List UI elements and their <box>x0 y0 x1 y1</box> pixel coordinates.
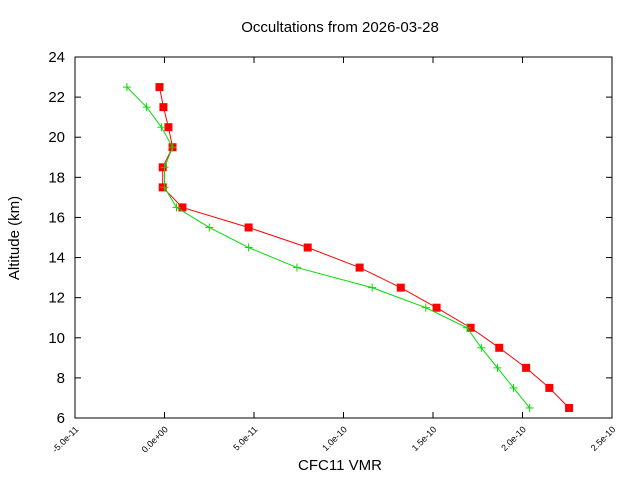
data-point <box>168 143 177 152</box>
y-tick-label: 22 <box>48 89 65 106</box>
axes: -5.0e-11 0.0e+00 5.0e-11 1.0e-10 1.5e-10 2.0e… <box>48 49 617 455</box>
y-tick-label: 16 <box>48 209 65 226</box>
data-point <box>396 283 405 292</box>
x-tick-label: 0.0e+00 <box>140 424 170 454</box>
y-tick-label: 8 <box>57 370 65 387</box>
data-point <box>160 183 169 192</box>
x-tick-label: 2.5e-10 <box>589 424 618 453</box>
series-layer <box>122 83 574 412</box>
data-point <box>545 383 554 392</box>
data-point <box>172 203 181 212</box>
data-point <box>159 103 168 112</box>
data-point <box>244 243 253 252</box>
x-tick-label: -5.0e-11 <box>50 424 80 454</box>
plot-frame <box>74 56 613 419</box>
y-tick-label: 24 <box>48 49 65 66</box>
y-tick-label: 20 <box>48 129 65 146</box>
data-point <box>178 203 187 212</box>
data-point <box>157 123 166 132</box>
x-tick-label: 5.0e-11 <box>231 424 259 452</box>
data-point <box>525 403 534 412</box>
y-tick-label: 6 <box>57 410 65 427</box>
data-point <box>509 383 518 392</box>
data-point <box>565 403 574 412</box>
data-point <box>205 223 214 232</box>
chart-title: Occultations from 2026-03-28 <box>241 19 439 36</box>
data-point <box>303 243 312 252</box>
x-tick-label: 1.0e-10 <box>320 424 349 453</box>
y-tick-label: 18 <box>48 169 65 186</box>
y-axis-label: Altitude (km) <box>6 196 23 280</box>
data-point <box>522 363 531 372</box>
data-point <box>292 263 301 272</box>
data-point <box>432 303 441 312</box>
data-point <box>244 223 253 232</box>
data-point <box>368 283 377 292</box>
data-point <box>155 83 164 92</box>
x-axis-label: CFC11 VMR <box>298 457 382 474</box>
data-point <box>463 323 472 332</box>
data-point <box>493 363 502 372</box>
x-tick-label: 2.0e-10 <box>499 424 528 453</box>
data-point <box>164 123 173 132</box>
y-tick-label: 14 <box>48 250 65 267</box>
x-tick-label: 1.5e-10 <box>410 424 439 453</box>
data-point <box>355 263 364 272</box>
series-line-0 <box>158 86 570 409</box>
data-point <box>477 343 486 352</box>
data-point <box>421 303 430 312</box>
data-point <box>122 83 131 92</box>
data-point <box>142 103 151 112</box>
data-point <box>495 343 504 352</box>
series-line-1 <box>126 86 531 409</box>
y-tick-label: 10 <box>48 330 65 347</box>
data-point <box>160 163 169 172</box>
y-tick-label: 12 <box>48 290 65 307</box>
